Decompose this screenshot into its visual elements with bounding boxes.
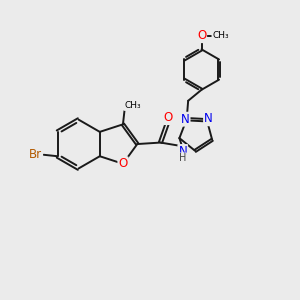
Text: O: O xyxy=(197,29,206,42)
Text: Br: Br xyxy=(29,148,42,161)
Text: N: N xyxy=(178,145,187,158)
Text: O: O xyxy=(164,111,173,124)
Text: N: N xyxy=(204,112,213,125)
Text: N: N xyxy=(181,113,190,126)
Text: CH₃: CH₃ xyxy=(212,31,229,40)
Text: H: H xyxy=(179,153,186,163)
Text: CH₃: CH₃ xyxy=(124,101,141,110)
Text: O: O xyxy=(118,157,128,170)
